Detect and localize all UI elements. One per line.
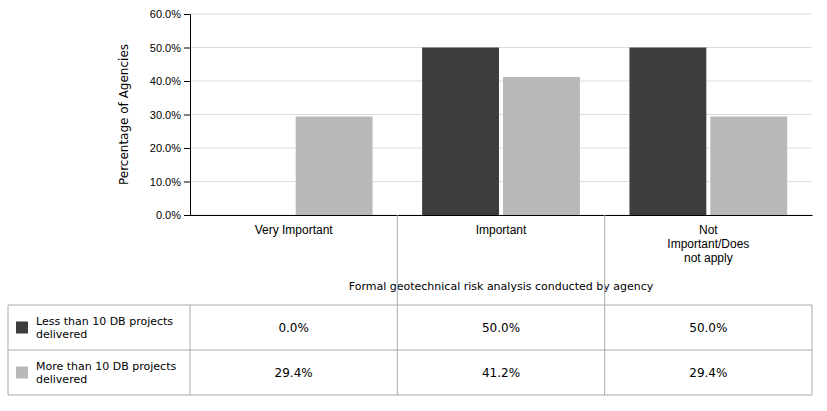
table-rule (8, 395, 812, 396)
table-value: 29.4% (689, 366, 727, 380)
y-tick-label: 20.0% (150, 142, 181, 154)
bar (296, 117, 373, 215)
x-tick-label: Important (476, 223, 527, 237)
y-tick: 30.0% (150, 109, 190, 121)
bar (503, 77, 580, 215)
y-tick-label: 30.0% (150, 109, 181, 121)
x-tick: Important (476, 223, 527, 237)
y-tick-mark (184, 48, 190, 49)
table-rule (8, 305, 9, 395)
table-value: 29.4% (275, 366, 313, 380)
bar (629, 48, 706, 216)
legend-label-line: delivered (36, 373, 87, 386)
y-axis-line (184, 15, 191, 216)
y-tick: 10.0% (150, 176, 190, 188)
bar (215, 215, 292, 216)
legend-swatch (16, 367, 28, 379)
chart: 0.0% 10.0% 20.0% 30.0% 40.0% 50.0% 60.0% Percen… (0, 0, 827, 411)
legend-swatch (16, 322, 28, 334)
bar (422, 48, 499, 216)
x-tick-label: Very Important (255, 223, 334, 237)
y-tick-label: 60.0% (150, 8, 181, 20)
y-tick: 20.0% (150, 142, 190, 154)
bar (710, 117, 787, 215)
y-tick-label: 50.0% (150, 42, 181, 54)
y-tick-mark (184, 215, 190, 216)
table-value: 41.2% (482, 366, 520, 380)
y-tick-label: 40.0% (150, 75, 181, 87)
x-tick: Very Important (255, 223, 334, 237)
grid (190, 14, 812, 215)
y-tick-label: 10.0% (150, 176, 181, 188)
x-tick-label-line: not apply (684, 251, 733, 265)
table-value: 50.0% (689, 321, 727, 335)
legend-label-line: delivered (36, 328, 87, 341)
grid-line (190, 47, 812, 48)
x-axis-title: Formal geotechnical risk analysis conduc… (349, 280, 654, 293)
y-tick: 50.0% (150, 42, 190, 54)
bars (296, 48, 788, 216)
table-rule (397, 215, 398, 395)
y-axis-title: Percentage of Agencies (117, 44, 131, 185)
y-tick-mark (184, 182, 190, 183)
y-tick: 0.0% (156, 209, 190, 221)
y-tick-mark (184, 115, 190, 116)
table-rule (8, 305, 812, 306)
legend-label: More than 10 DB projectsdelivered (36, 360, 176, 386)
grid-line (190, 14, 812, 15)
x-tick-label-line: Important (476, 223, 527, 237)
grid-line (190, 114, 812, 115)
table-rule (190, 305, 191, 395)
y-tick-mark (184, 14, 190, 15)
legend-label-line: Less than 10 DB projects (36, 315, 173, 328)
y-tick: 60.0% (150, 8, 190, 20)
y-tick: 40.0% (150, 75, 190, 87)
table-value: 50.0% (482, 321, 520, 335)
table-rule (812, 305, 813, 395)
x-tick-label: NotImportant/Doesnot apply (667, 223, 749, 266)
y-axis: 0.0% 10.0% 20.0% 30.0% 40.0% 50.0% 60.0% (150, 8, 191, 221)
y-tick-mark (184, 81, 190, 82)
legend-label-line: More than 10 DB projects (36, 360, 176, 373)
table-rule (8, 350, 812, 351)
y-tick-mark (184, 148, 190, 149)
x-tick-label-line: Very Important (255, 223, 334, 237)
x-axis: Very Important Important NotImportant/Does… (191, 216, 813, 266)
table: Less than 10 DB projectsdelivered0.0%50.… (8, 215, 812, 395)
x-tick: NotImportant/Doesnot apply (667, 223, 749, 266)
grid-line (190, 81, 812, 82)
legend-label: Less than 10 DB projectsdelivered (36, 315, 173, 341)
x-tick-label-line: Important/Does (667, 237, 749, 251)
x-tick-label-line: Not (699, 223, 718, 237)
table-value: 0.0% (278, 321, 309, 335)
y-tick-label: 0.0% (156, 209, 181, 221)
table-rule (604, 215, 605, 395)
x-axis-line (191, 215, 813, 216)
